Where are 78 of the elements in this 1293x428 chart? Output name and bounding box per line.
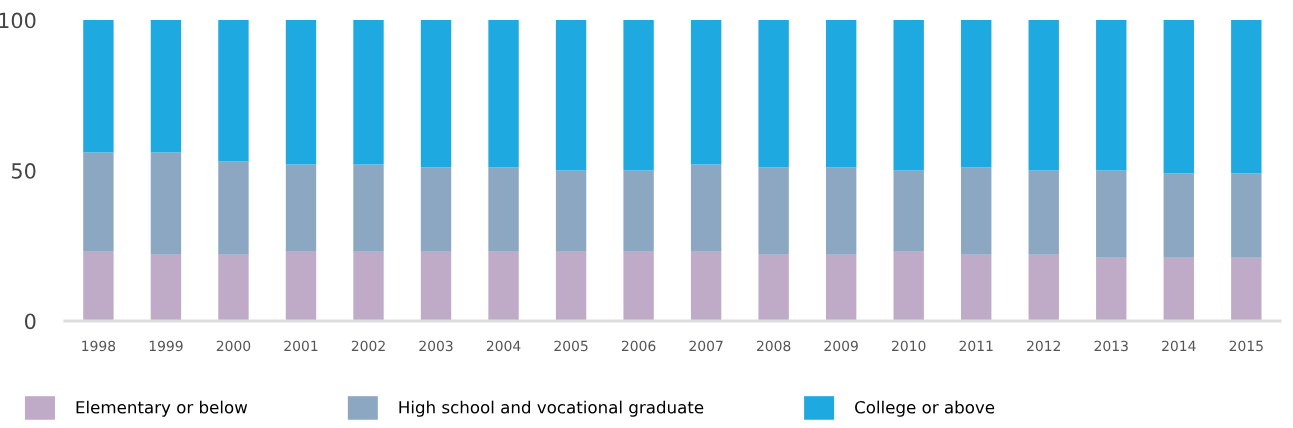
bar [555,251,587,321]
x-tick-label: 2001 [284,340,318,352]
bar [150,152,182,255]
bar [488,167,519,252]
legend-label: High school and vocational graduate [399,400,704,417]
bar [825,20,857,168]
x-tick-label: 2011 [959,340,993,352]
bar [285,251,317,321]
bar [1163,257,1194,321]
bar [1231,20,1262,174]
bar [893,251,924,321]
bar [353,164,384,252]
bar [1231,257,1262,321]
bar [1096,257,1127,321]
x-tick-label: 2007 [689,340,723,352]
bar [1096,20,1127,171]
bar [825,167,857,255]
x-tick-label: 2002 [351,340,385,352]
bar [623,20,654,171]
x-tick-label: 2014 [1162,340,1196,352]
y-tick-label: 50 [11,163,36,179]
x-tick-label: 2000 [216,340,251,352]
bar [1028,20,1059,171]
x-tick-label: 2006 [621,340,656,352]
x-tick-label: 2003 [419,340,453,352]
bar [83,251,114,321]
y-tick-label: 0 [24,313,36,330]
bar [285,164,317,252]
bar [690,164,722,252]
bar [218,161,249,255]
bar [893,20,924,171]
bar [555,20,587,171]
bar [150,254,182,321]
bar [758,20,789,168]
bar [961,167,992,255]
bar [690,20,722,165]
x-tick-label: 2012 [1027,340,1061,352]
bar [218,20,249,162]
bar [150,20,182,153]
x-tick-label: 2004 [486,340,521,352]
bar [420,167,452,252]
bar [285,20,317,165]
x-tick-label: 2010 [892,340,926,352]
bar [961,20,992,168]
bar [1028,170,1059,255]
y-tick-label: 100 [0,12,36,29]
bar [1231,173,1262,258]
x-tick-label: 2008 [756,340,791,352]
bar [758,254,789,321]
bar [488,20,519,168]
x-tick-label: 2009 [824,340,858,352]
bar [488,251,519,321]
legend-label: College or above [855,400,995,417]
bar [623,170,654,252]
bar [353,251,384,321]
bar [690,251,722,321]
x-tick-label: 1998 [82,340,116,352]
bar [758,167,789,255]
x-tick-label: 1999 [149,340,183,352]
bar [1096,170,1127,258]
x-tick-label: 2005 [554,340,588,352]
bar [420,20,452,168]
bar [420,251,452,321]
bar [218,254,249,321]
legend-label: Elementary or below [76,400,248,417]
x-tick-label: 2013 [1094,340,1128,352]
bar [353,20,384,165]
bar [83,20,114,153]
bar [623,251,654,321]
x-tick-label: 2015 [1229,340,1263,352]
bar [893,170,924,252]
bar [83,152,114,252]
bar [961,254,992,321]
bar [1163,20,1194,174]
bar [555,170,587,252]
bar [825,254,857,321]
bar [1028,254,1059,321]
bar [1163,173,1194,258]
